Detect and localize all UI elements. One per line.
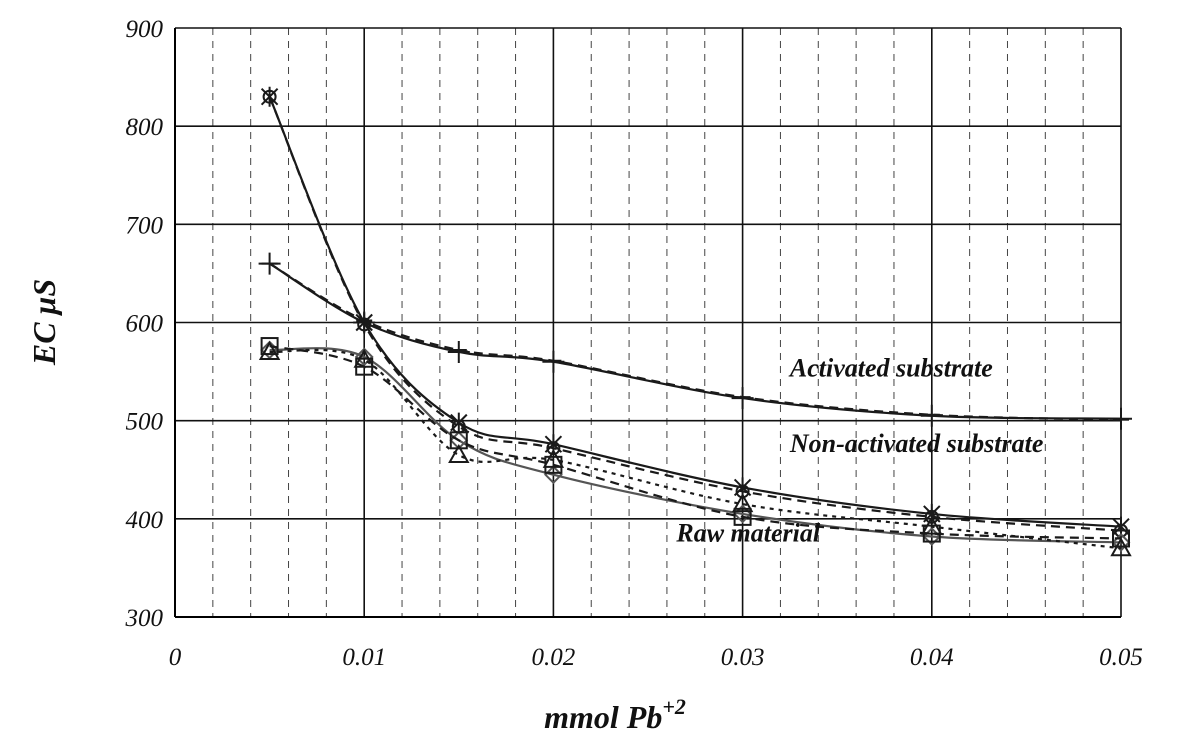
axes [174, 28, 1121, 618]
data-point-square [449, 431, 468, 450]
annotations: Activated substrate Non-activated substra… [675, 353, 1043, 547]
y-tick-label: 300 [125, 605, 164, 632]
x-tick-label: 0.05 [1099, 644, 1143, 671]
x-tick-label: 0.04 [910, 644, 954, 671]
x-axis-title-superscript: +2 [662, 694, 686, 719]
y-tick-label: 900 [126, 16, 164, 43]
annotation-label: Raw material [675, 518, 821, 547]
x-tick-label: 0.03 [721, 644, 765, 671]
series-layer [258, 86, 1132, 557]
tick-labels: 300 400 500 600 700 800 900 0 0.01 0.02 0.03 0.04 0.… [125, 16, 1143, 671]
data-point-triangle [921, 515, 943, 535]
y-tick-label: 700 [126, 212, 164, 239]
series-line [269, 348, 1122, 550]
x-tick-label: 0 [169, 644, 182, 671]
series-triangle [258, 340, 1132, 557]
series-plus [258, 252, 1132, 430]
series-circle [262, 89, 1128, 538]
data-point-circle [546, 441, 561, 456]
y-axis-title: EC μS [26, 279, 62, 366]
series-line [268, 96, 1122, 528]
data-point-circle [735, 484, 750, 499]
data-point-triangle [731, 493, 754, 513]
data-point-triangle [448, 443, 470, 464]
data-point-diamond [354, 347, 374, 367]
data-point-triangle [353, 348, 375, 368]
x-axis-title: mmol Pb+2 [544, 694, 686, 735]
x-axis-title-main: mmol Pb [544, 699, 662, 735]
series-line [269, 262, 1122, 420]
data-point-diamond [1111, 532, 1131, 552]
y-tick-label: 500 [126, 409, 164, 436]
annotation-label: Non-activated substrate [789, 429, 1044, 458]
y-tick-label: 800 [126, 114, 164, 141]
data-point-square [1112, 529, 1130, 548]
x-tick-label: 0.02 [532, 644, 576, 671]
series-x [260, 86, 1130, 537]
data-point-triangle [542, 448, 565, 468]
series-dash [261, 262, 1129, 421]
data-point-triangle [1110, 537, 1132, 557]
y-tick-label: 400 [126, 507, 164, 534]
series-line [269, 262, 1122, 421]
data-point-circle [262, 89, 277, 104]
annotation-label: Activated substrate [788, 353, 993, 382]
y-tick-label: 600 [126, 311, 164, 338]
x-tick-label: 0.01 [342, 644, 386, 671]
data-point-square [260, 337, 279, 356]
major-grid [174, 27, 1122, 618]
data-point-circle [357, 317, 372, 332]
data-point-triangle [258, 340, 281, 360]
data-point-square [733, 507, 752, 526]
series-line [268, 96, 1122, 532]
data-point-circle [924, 509, 939, 524]
